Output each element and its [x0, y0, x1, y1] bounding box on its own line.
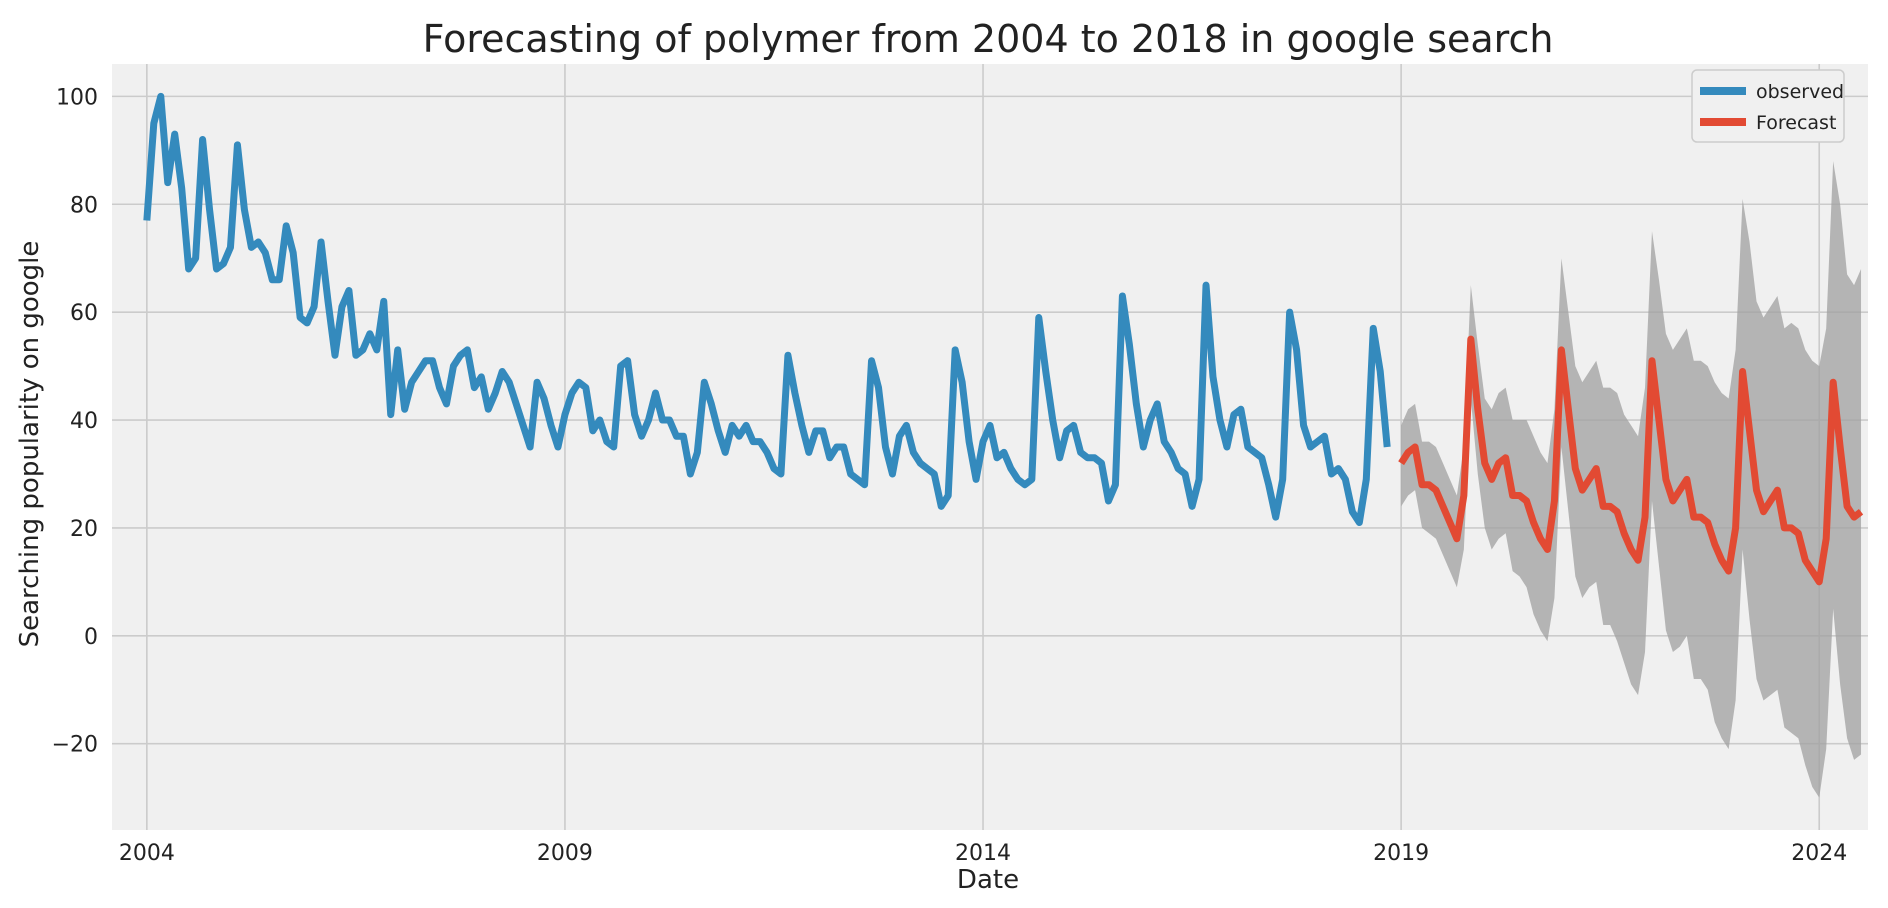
- x-tick-label: 2014: [955, 841, 1011, 866]
- x-tick-label: 2009: [537, 841, 593, 866]
- legend-label-forecast: Forecast: [1756, 112, 1836, 134]
- x-axis-label: Date: [957, 865, 1019, 895]
- forecast-series-line: [1398, 335, 1864, 586]
- y-tick-label: 20: [70, 517, 98, 542]
- y-tick-label: 100: [56, 85, 98, 110]
- y-tick-label: 0: [84, 625, 98, 650]
- y-tick-label: −20: [52, 733, 98, 758]
- legend: observed Forecast: [1691, 69, 1845, 143]
- observed-series-line: [143, 92, 1391, 527]
- y-axis-label: Searching popularity on google: [15, 241, 45, 648]
- forecast-confidence-band: [1401, 161, 1862, 798]
- x-tick-label: 2004: [119, 841, 175, 866]
- x-tick-label: 2024: [1791, 841, 1847, 866]
- tick-labels: 2004 2009 2014 2019 2024 −20 0 20 40 60 80 100: [52, 85, 1848, 866]
- legend-label-observed: observed: [1756, 81, 1844, 103]
- y-tick-label: 40: [70, 409, 98, 434]
- y-tick-label: 80: [70, 193, 98, 218]
- chart-title: Forecasting of polymer from 2004 to 2018…: [423, 17, 1554, 61]
- y-tick-label: 60: [70, 301, 98, 326]
- x-tick-label: 2019: [1373, 841, 1429, 866]
